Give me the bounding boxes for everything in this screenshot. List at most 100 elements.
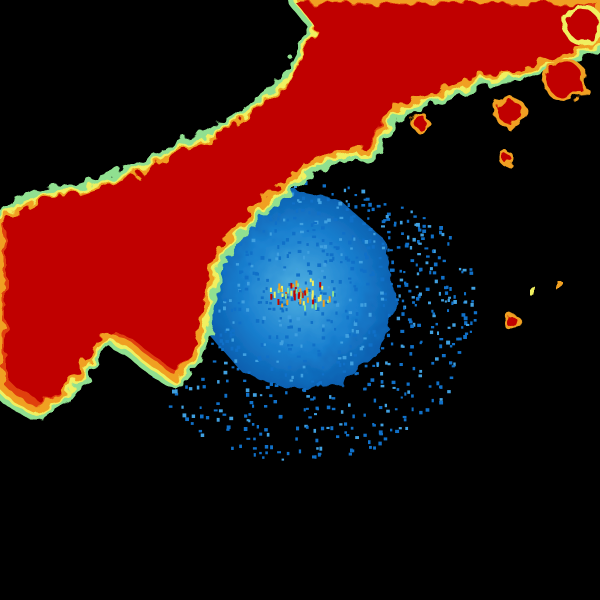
clutter-return — [328, 296, 331, 303]
clear-air-return — [265, 451, 268, 455]
clear-air-return — [386, 409, 390, 413]
clear-air-return — [349, 281, 352, 284]
clear-air-return — [351, 235, 355, 239]
clutter-return — [287, 287, 290, 294]
clear-air-return — [321, 226, 325, 230]
clear-air-return — [399, 363, 403, 367]
clutter-return — [306, 297, 309, 303]
clear-air-return — [400, 396, 403, 399]
clear-air-return — [278, 256, 282, 260]
clutter-return — [304, 305, 306, 311]
clear-air-return — [257, 301, 260, 304]
clear-air-return — [302, 389, 305, 392]
clear-air-return — [257, 277, 260, 281]
clear-air-return — [287, 344, 290, 347]
clear-air-return — [331, 295, 334, 299]
clear-air-return — [430, 234, 434, 239]
clear-air-return — [458, 337, 462, 341]
clear-air-return — [408, 320, 413, 324]
clear-air-return — [306, 395, 310, 398]
clear-air-return — [260, 343, 264, 347]
clear-air-return — [264, 405, 268, 408]
clear-air-return — [248, 262, 251, 266]
clear-air-return — [380, 277, 385, 282]
clear-air-return — [363, 413, 366, 417]
clear-air-return — [236, 345, 241, 350]
clear-air-return — [399, 220, 403, 225]
clear-air-return — [326, 252, 329, 256]
clear-air-return — [350, 426, 354, 430]
clear-air-return — [268, 335, 272, 340]
clear-air-return — [290, 192, 294, 197]
clear-air-return — [372, 330, 376, 334]
clear-air-return — [406, 219, 410, 223]
clear-air-return — [304, 181, 308, 186]
clear-air-return — [464, 332, 469, 336]
clear-air-return — [439, 226, 444, 230]
clear-air-return — [381, 246, 385, 250]
clear-air-return — [410, 345, 414, 349]
clutter-return — [319, 294, 322, 302]
clear-air-return — [268, 307, 272, 311]
clear-air-return — [306, 243, 309, 246]
clutter-return — [311, 280, 314, 286]
clear-air-return — [419, 267, 423, 272]
clutter-return — [299, 298, 302, 305]
clear-air-return — [316, 382, 319, 387]
clear-air-return — [256, 425, 260, 429]
clear-air-return — [338, 363, 342, 368]
clear-air-return — [421, 237, 425, 241]
clear-air-return — [406, 382, 410, 386]
clear-air-return — [305, 425, 309, 429]
clear-air-return — [250, 264, 254, 268]
clear-air-return — [348, 277, 352, 280]
clear-air-return — [385, 215, 389, 219]
clear-air-return — [322, 292, 327, 295]
clear-air-return — [347, 203, 350, 208]
clear-air-return — [234, 359, 238, 363]
clear-air-return — [285, 391, 288, 395]
clear-air-return — [350, 266, 355, 271]
clutter-return — [281, 303, 284, 308]
clear-air-return — [349, 218, 354, 223]
clutter-return — [277, 299, 280, 305]
clear-air-return — [300, 344, 303, 348]
clear-air-return — [355, 256, 359, 259]
clear-air-return — [250, 251, 253, 255]
clear-air-return — [225, 328, 230, 331]
clear-air-return — [354, 205, 358, 209]
clear-air-return — [246, 419, 249, 422]
clear-air-return — [431, 361, 435, 365]
clear-air-return — [419, 410, 423, 415]
clear-air-return — [289, 379, 293, 382]
clear-air-return — [296, 355, 301, 358]
clear-air-return — [411, 394, 414, 398]
clear-air-return — [323, 262, 327, 267]
clear-air-return — [252, 271, 255, 275]
clear-air-return — [322, 366, 325, 369]
clear-air-return — [285, 335, 289, 339]
clear-air-return — [432, 249, 436, 254]
clear-air-return — [320, 291, 323, 294]
clear-air-return — [336, 206, 339, 209]
clear-air-return — [308, 416, 312, 419]
clear-air-return — [303, 408, 306, 412]
clear-air-return — [339, 238, 343, 241]
clear-air-return — [457, 351, 462, 354]
clear-air-return — [324, 220, 328, 224]
clear-air-return — [350, 247, 353, 250]
clutter-return — [301, 292, 304, 299]
clear-air-return — [387, 230, 391, 234]
clutter-return — [278, 283, 281, 290]
clear-air-return — [473, 311, 478, 315]
clear-air-return — [295, 437, 298, 441]
clear-air-return — [332, 256, 335, 261]
clear-air-return — [321, 373, 325, 376]
clear-air-return — [380, 291, 384, 295]
clear-air-return — [389, 249, 393, 252]
clear-air-return — [473, 319, 477, 322]
clear-air-return — [348, 452, 353, 456]
clear-air-return — [330, 320, 333, 324]
clear-air-return — [390, 283, 393, 286]
clear-air-return — [352, 215, 356, 218]
